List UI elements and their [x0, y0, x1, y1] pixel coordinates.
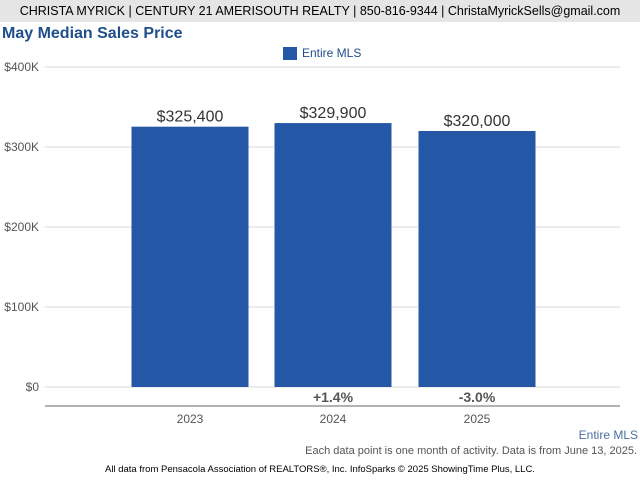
- footer-legend-label: Entire MLS: [578, 428, 638, 442]
- change-label: -3.0%: [459, 389, 496, 405]
- x-tick-label: 2024: [320, 412, 347, 426]
- y-tick-label: $400K: [4, 60, 39, 74]
- change-label: +1.4%: [313, 389, 354, 405]
- bar-value-label: $329,900: [300, 105, 367, 122]
- legend-swatch: [283, 46, 297, 60]
- legend-label: Entire MLS: [302, 46, 362, 60]
- bar-value-label: $325,400: [157, 109, 224, 126]
- y-tick-label: $200K: [4, 220, 39, 234]
- legend: Entire MLS: [283, 46, 361, 60]
- chart-title: May Median Sales Price: [2, 25, 183, 42]
- x-tick-label: 2023: [177, 412, 204, 426]
- y-tick-label: $300K: [4, 140, 39, 154]
- header-bar: CHRISTA MYRICK | CENTURY 21 AMERISOUTH R…: [0, 0, 640, 22]
- y-tick-label: $0: [26, 380, 40, 394]
- data-note: Each data point is one month of activity…: [305, 445, 637, 457]
- chart-plot: $0 $100K $200K $300K $400K $325,400 2023 $329,9…: [4, 60, 620, 426]
- contact-info: CHRISTA MYRICK | CENTURY 21 AMERISOUTH R…: [19, 4, 621, 18]
- data-credit: All data from Pensacola Association of R…: [105, 464, 535, 475]
- y-tick-label: $100K: [4, 300, 39, 314]
- x-tick-label: 2025: [464, 412, 491, 426]
- bar: [274, 123, 392, 387]
- bar: [131, 126, 249, 388]
- bar-value-label: $320,000: [444, 113, 511, 130]
- bar: [418, 131, 536, 387]
